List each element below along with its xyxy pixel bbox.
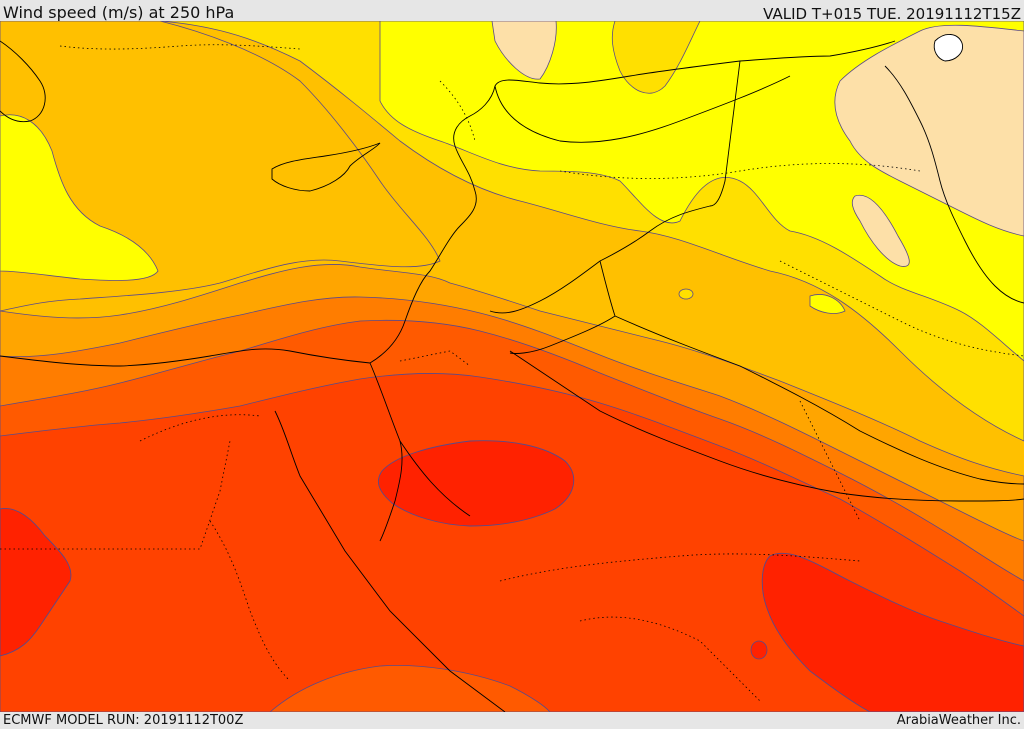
band-red-orange xyxy=(0,373,1024,712)
band-peach-east xyxy=(834,24,1024,237)
wind-speed-map[interactable] xyxy=(0,21,1024,712)
header-bar: Wind speed (m/s) at 250 hPa VALID T+015 … xyxy=(0,0,1024,23)
band-orange-dark-south xyxy=(269,664,551,712)
band-red-core-west xyxy=(0,508,72,657)
admin-borders xyxy=(0,44,1024,702)
band-yellow-west xyxy=(0,114,159,281)
credit-text: ArabiaWeather Inc. xyxy=(896,713,1021,728)
band-peach-north xyxy=(491,21,557,80)
model-run: ECMWF MODEL RUN: 20191112T00Z xyxy=(3,713,244,728)
footer-bar: ECMWF MODEL RUN: 20191112T00Z ArabiaWeat… xyxy=(0,712,1024,729)
band-peach-patch xyxy=(851,194,910,267)
map-canvas xyxy=(0,21,1024,712)
band-red-core-center xyxy=(377,440,575,527)
spot-2 xyxy=(809,294,846,314)
band-red-dot xyxy=(750,640,768,660)
spot-1 xyxy=(678,288,694,300)
map-title: Wind speed (m/s) at 250 hPa xyxy=(3,3,235,22)
coastlines xyxy=(0,34,1024,712)
valid-time: VALID T+015 TUE. 20191112T15Z xyxy=(763,5,1021,23)
